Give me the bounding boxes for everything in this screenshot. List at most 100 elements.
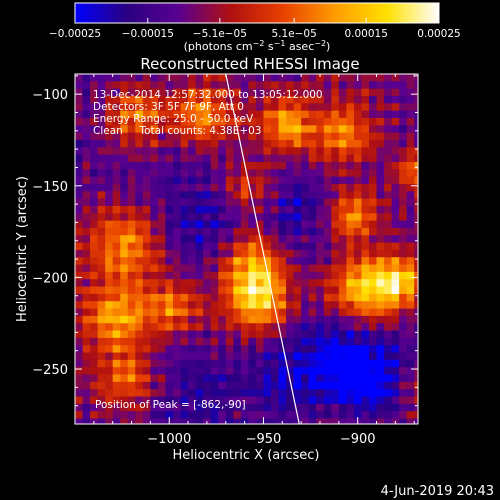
- heatmap-cell: [203, 132, 212, 141]
- heatmap-cell: [391, 411, 400, 420]
- heatmap-cell: [414, 103, 418, 112]
- heatmap-cell: [112, 74, 121, 82]
- heatmap-cell: [263, 161, 272, 170]
- heatmap-cell: [376, 359, 385, 368]
- heatmap-cell: [157, 271, 167, 280]
- heatmap-cell: [346, 359, 355, 368]
- heatmap-cell: [210, 176, 219, 185]
- heatmap-cell: [293, 213, 302, 222]
- heatmap-cell: [255, 389, 265, 398]
- heatmap-cell: [399, 235, 408, 244]
- heatmap-cell: [105, 235, 114, 244]
- heatmap-cell: [286, 81, 295, 90]
- heatmap-cell: [150, 110, 159, 119]
- heatmap-cell: [323, 88, 332, 97]
- heatmap-cell: [293, 271, 302, 280]
- heatmap-cell: [203, 235, 212, 244]
- heatmap-cell: [82, 213, 91, 222]
- heatmap-cell: [157, 95, 167, 104]
- heatmap-cell: [369, 227, 378, 236]
- heatmap-cell: [414, 161, 418, 170]
- heatmap-cell: [248, 367, 257, 376]
- heatmap-cell: [173, 301, 182, 310]
- heatmap-cell: [97, 271, 106, 280]
- heatmap-cell: [301, 198, 310, 207]
- heatmap-cell: [127, 293, 136, 302]
- heatmap-cell: [353, 139, 363, 148]
- heatmap-cell: [105, 418, 114, 424]
- heatmap-cell: [286, 330, 295, 339]
- heatmap-cell: [233, 396, 242, 405]
- heatmap-cell: [293, 257, 302, 266]
- heatmap-cell: [346, 147, 355, 156]
- heatmap-cell: [353, 191, 363, 200]
- heatmap-cell: [218, 139, 227, 148]
- heatmap-cell: [180, 396, 189, 405]
- heatmap-cell: [248, 323, 257, 332]
- heatmap-cell: [263, 330, 272, 339]
- heatmap-cell: [105, 403, 114, 412]
- heatmap-cell: [225, 132, 234, 141]
- heatmap-cell: [180, 81, 189, 90]
- heatmap-cell: [75, 139, 84, 148]
- heatmap-cell: [286, 227, 295, 236]
- heatmap-cell: [90, 301, 99, 310]
- heatmap-cell: [248, 352, 257, 361]
- heatmap-cell: [203, 308, 212, 317]
- heatmap-cell: [338, 337, 347, 346]
- heatmap-cell: [331, 345, 340, 354]
- heatmap-cell: [406, 81, 415, 90]
- heatmap-cell: [218, 264, 227, 273]
- heatmap-cell: [346, 117, 355, 126]
- heatmap-cell: [195, 367, 204, 376]
- heatmap-cell: [346, 308, 355, 317]
- heatmap-cell: [180, 183, 189, 192]
- heatmap-cell: [399, 125, 408, 134]
- heatmap-cell: [173, 220, 182, 229]
- heatmap-cell: [180, 249, 189, 258]
- heatmap-cell: [150, 381, 159, 390]
- heatmap-cell: [301, 95, 310, 104]
- heatmap-cell: [361, 110, 370, 119]
- heatmap-cell: [406, 103, 415, 112]
- heatmap-cell: [195, 279, 204, 288]
- heatmap-cell: [142, 418, 151, 424]
- heatmap-cell: [399, 359, 408, 368]
- heatmap-cell: [271, 293, 280, 302]
- heatmap-cell: [195, 293, 204, 302]
- heatmap-cell: [195, 125, 204, 134]
- heatmap-cell: [361, 337, 370, 346]
- heatmap-cell: [105, 271, 114, 280]
- heatmap-cell: [127, 308, 136, 317]
- heatmap-cell: [406, 154, 415, 163]
- heatmap-cell: [120, 213, 129, 222]
- heatmap-cell: [391, 161, 400, 170]
- heatmap-cell: [165, 337, 174, 346]
- heatmap-cell: [150, 161, 159, 170]
- heatmap-cell: [361, 154, 370, 163]
- heatmap-cell: [112, 249, 121, 258]
- heatmap-cell: [173, 81, 182, 90]
- heatmap-cell: [278, 389, 287, 398]
- heatmap-cell: [173, 117, 182, 126]
- heatmap-cell: [120, 191, 129, 200]
- heatmap-cell: [331, 88, 340, 97]
- heatmap-cell: [263, 301, 272, 310]
- heatmap-cell: [82, 125, 91, 134]
- heatmap-cell: [323, 403, 332, 412]
- heatmap-cell: [233, 117, 242, 126]
- heatmap-cell: [90, 242, 99, 251]
- heatmap-cell: [120, 81, 129, 90]
- heatmap-cell: [157, 213, 167, 222]
- heatmap-cell: [271, 110, 280, 119]
- heatmap-cell: [112, 103, 121, 112]
- heatmap-cell: [263, 396, 272, 405]
- heatmap-cell: [173, 213, 182, 222]
- heatmap-cell: [338, 220, 347, 229]
- heatmap-cell: [399, 249, 408, 258]
- heatmap-cell: [369, 81, 378, 90]
- heatmap-cell: [323, 279, 332, 288]
- heatmap-cell: [233, 235, 242, 244]
- heatmap-cell: [120, 389, 129, 398]
- heatmap-cell: [255, 418, 265, 424]
